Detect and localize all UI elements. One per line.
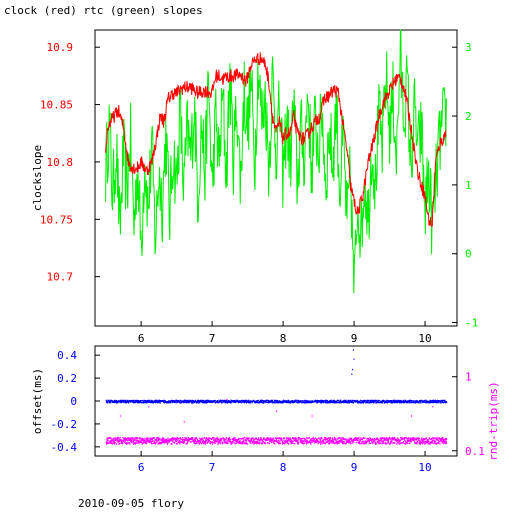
- top-ytick-label: 10.75: [40, 213, 73, 226]
- bottom-ylabel: offset(ms): [31, 368, 44, 434]
- top-ytick-label: 10.9: [47, 41, 74, 54]
- top-ytick-label: 10.85: [40, 99, 73, 112]
- bottom-xtick-label: 6: [138, 461, 145, 474]
- bottom-xtick-label: 9: [351, 461, 358, 474]
- top-ytick-label: 10.8: [47, 156, 74, 169]
- bottom-ytick-label: -0.2: [51, 418, 78, 431]
- top-y2tick-label: -1: [465, 317, 478, 330]
- bottom-xtick-label: 7: [209, 461, 216, 474]
- bottom-xtick-label: 10: [418, 461, 431, 474]
- top-y2tick-label: 2: [465, 110, 472, 123]
- top-ylabel: clockslope: [31, 145, 44, 211]
- rndtrip-points: [105, 399, 448, 445]
- offset-points: [105, 349, 448, 404]
- bottom-ytick-label: 0.2: [57, 372, 77, 385]
- top-xtick-label: 9: [351, 332, 358, 345]
- top-xtick-label: 6: [138, 332, 145, 345]
- bottom-ytick-label: 0: [70, 395, 77, 408]
- top-y2tick-label: 3: [465, 41, 472, 54]
- bottom-y2tick-label: 0.1: [465, 445, 485, 458]
- bottom-plot-layer: 6 7 8 9 10 -0.4 -0.2 0 0.2 0.4 0.1 1: [51, 349, 485, 474]
- top-plot-frame: [94, 29, 458, 327]
- clock-series-line: [105, 52, 447, 227]
- footer-label: 2010-09-05 flory: [78, 497, 184, 510]
- bottom-ytick-label: 0.4: [57, 349, 77, 362]
- bottom-xtick-label: 8: [280, 461, 287, 474]
- chart-title: clock (red) rtc (green) slopes: [4, 4, 203, 17]
- top-xtick-label: 8: [280, 332, 287, 345]
- top-plot-layer: 6 7 8 9 10 10.7 10.75 10.8 10.85 10.9 -1 0 1 2 3: [40, 29, 478, 345]
- top-xtick-label: 10: [418, 332, 431, 345]
- top-y2tick-label: 0: [465, 248, 472, 261]
- bottom-y2label: rnd-trip(ms): [487, 381, 500, 460]
- top-y2tick-label: 1: [465, 179, 472, 192]
- top-xtick-label: 7: [209, 332, 216, 345]
- top-ytick-label: 10.7: [47, 271, 74, 284]
- bottom-ytick-label: -0.4: [51, 441, 78, 454]
- rtc-series-line: [105, 29, 447, 294]
- bottom-y2tick-label: 1: [465, 371, 472, 384]
